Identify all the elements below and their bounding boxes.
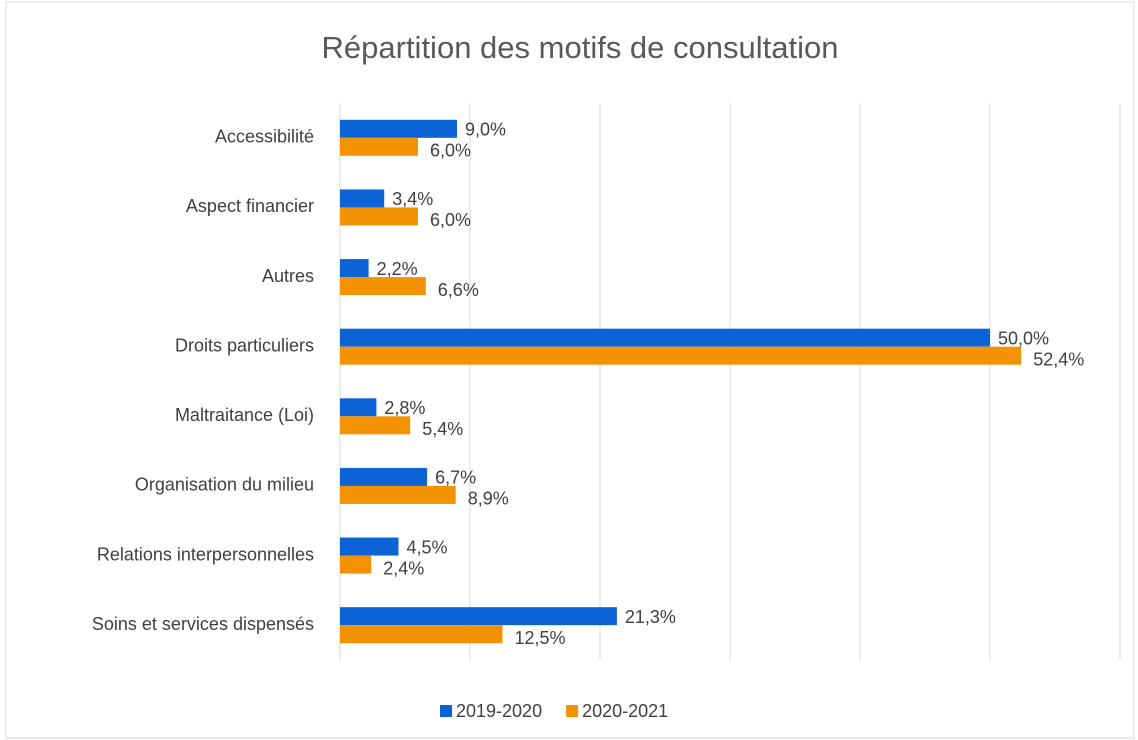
value-label: 6,0%: [430, 210, 471, 230]
bar: [340, 207, 418, 226]
value-label: 6,7%: [435, 468, 476, 488]
value-label: 50,0%: [998, 328, 1049, 348]
y-tick-label: Soins et services dispensés: [92, 614, 314, 634]
bar: [340, 328, 990, 347]
value-label: 6,0%: [430, 141, 471, 161]
value-label: 4,5%: [407, 537, 448, 557]
value-label: 3,4%: [392, 189, 433, 209]
value-label: 8,9%: [468, 489, 509, 509]
y-tick-label: Organisation du milieu: [135, 475, 314, 495]
legend-label: 2019-2020: [456, 701, 542, 721]
bar: [340, 398, 377, 417]
y-tick-label: Accessibilité: [215, 127, 314, 147]
bar: [340, 537, 399, 556]
y-tick-label: Aspect financier: [186, 196, 314, 216]
value-label: 6,6%: [438, 280, 479, 300]
value-label: 12,5%: [515, 628, 566, 648]
bar: [340, 137, 418, 156]
bar: [340, 416, 411, 435]
legend-swatch: [566, 705, 579, 717]
bar: [340, 467, 428, 486]
legend-label: 2020-2021: [582, 701, 668, 721]
bar: [340, 259, 369, 278]
value-label: 2,2%: [377, 259, 418, 279]
bar: [340, 607, 617, 626]
bar: [340, 119, 457, 138]
y-tick-label: Relations interpersonnelles: [97, 544, 314, 564]
y-tick-label: Autres: [262, 266, 314, 286]
value-label: 21,3%: [625, 607, 676, 627]
value-label: 2,4%: [383, 558, 424, 578]
y-tick-label: Maltraitance (Loi): [175, 405, 314, 425]
legend-swatch: [440, 705, 452, 717]
y-tick-label: Droits particuliers: [175, 335, 314, 355]
bar: [340, 625, 503, 644]
chart-title: Répartition des motifs de consultation: [322, 30, 839, 65]
bar: [340, 189, 385, 208]
value-label: 9,0%: [465, 120, 506, 140]
value-label: 2,8%: [384, 398, 425, 418]
value-label: 5,4%: [422, 419, 463, 439]
bar: [340, 555, 372, 574]
value-label: 52,4%: [1033, 349, 1084, 369]
bar: [340, 485, 456, 504]
bar: [340, 277, 426, 296]
bar: [340, 346, 1022, 365]
